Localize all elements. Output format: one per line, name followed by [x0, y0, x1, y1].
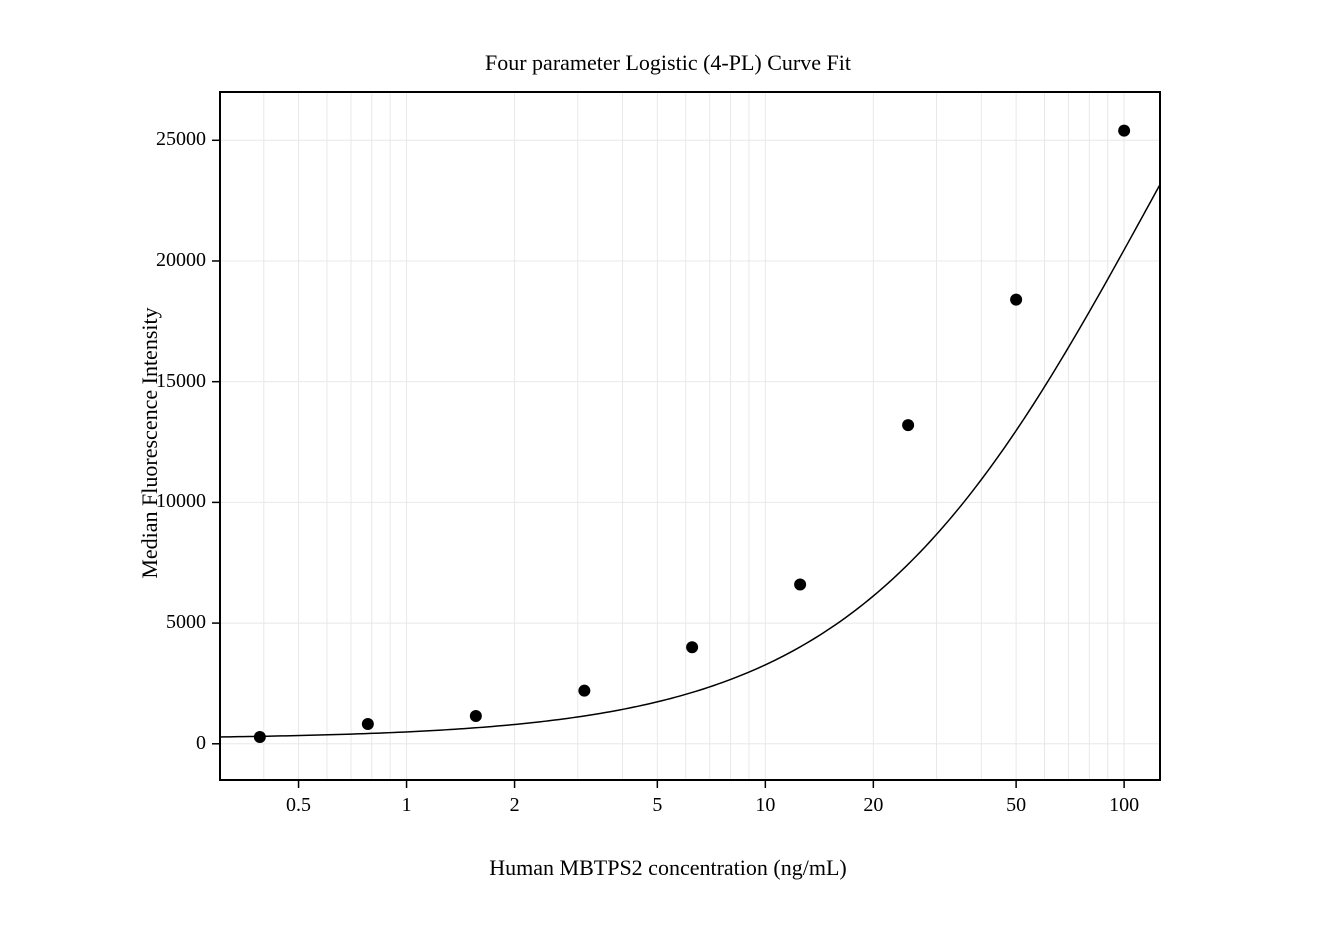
x-tick-label: 2 — [485, 794, 545, 817]
x-tick-label: 10 — [735, 794, 795, 817]
chart-container: Four parameter Logistic (4-PL) Curve Fit… — [0, 0, 1336, 930]
y-tick-label: 0 — [196, 732, 206, 755]
x-tick-label: 5 — [627, 794, 687, 817]
y-tick-label: 25000 — [156, 128, 206, 151]
x-tick-label: 100 — [1094, 794, 1154, 817]
y-tick-label: 15000 — [156, 370, 206, 393]
x-tick-label: 0.5 — [269, 794, 329, 817]
x-tick-label: 50 — [986, 794, 1046, 817]
y-tick-label: 5000 — [166, 611, 206, 634]
x-tick-label: 1 — [377, 794, 437, 817]
x-tick-label: 20 — [843, 794, 903, 817]
y-tick-label: 20000 — [156, 249, 206, 272]
y-tick-label: 10000 — [156, 490, 206, 513]
